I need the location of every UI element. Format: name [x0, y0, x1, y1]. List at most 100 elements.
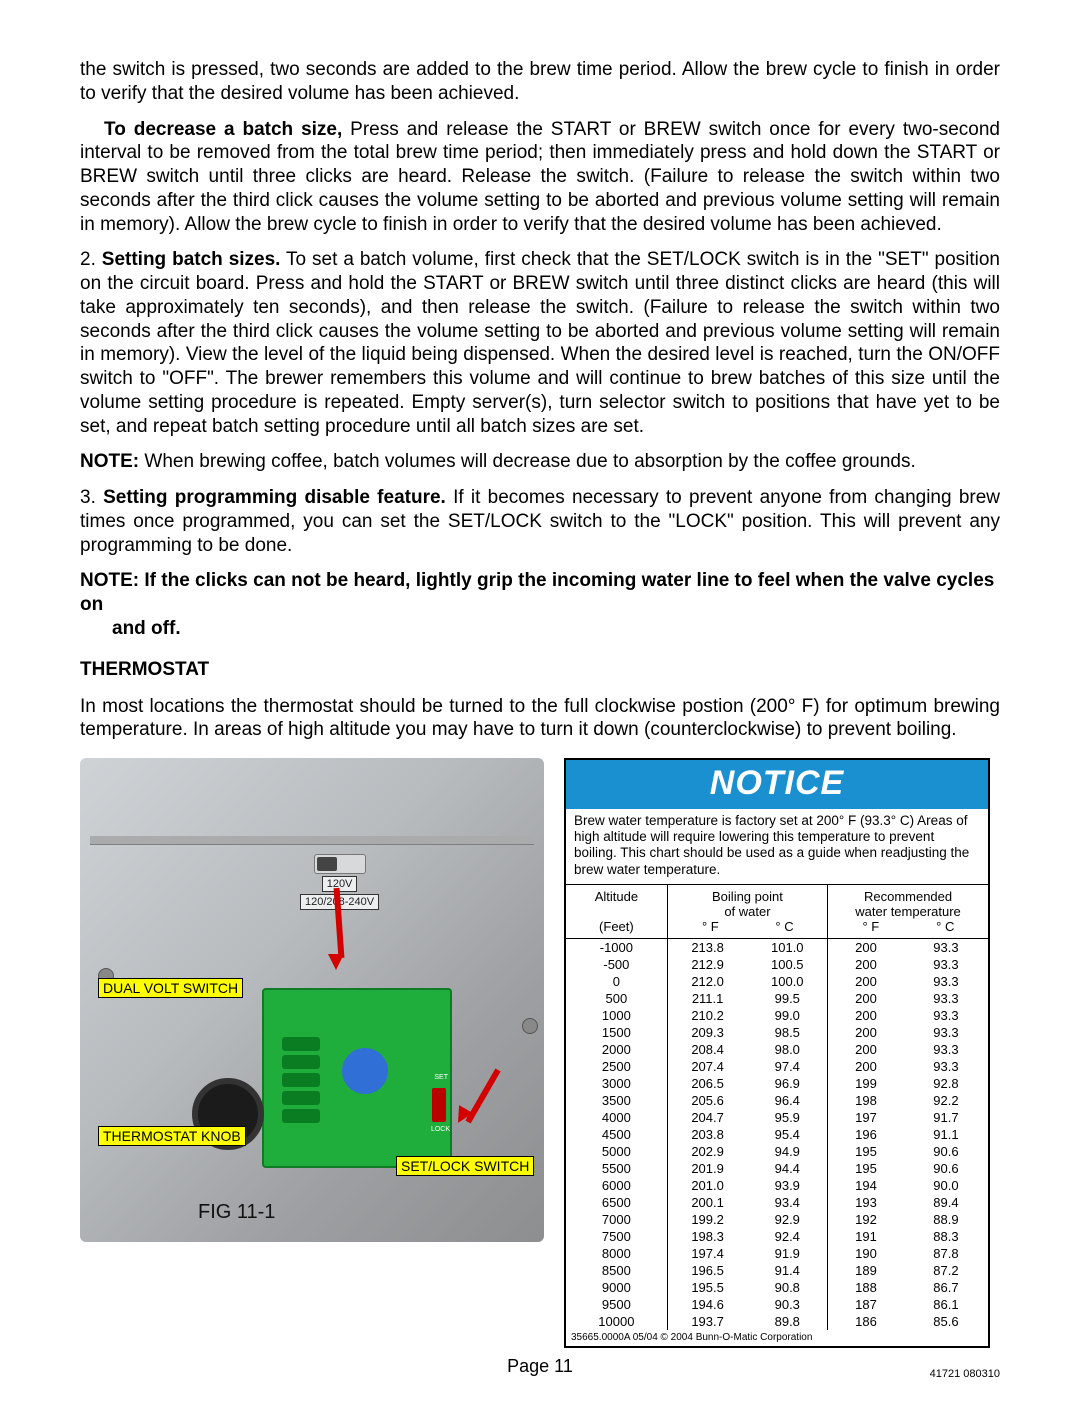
table-cell: 204.7: [667, 1109, 747, 1126]
table-cell: 3000: [566, 1075, 667, 1092]
table-cell: 200: [828, 1024, 904, 1041]
table-cell: 88.3: [904, 1228, 988, 1245]
table-row: 5000202.994.919590.6: [566, 1143, 988, 1160]
doc-id: 41721 080310: [930, 1368, 1000, 1380]
para-3-rest: To set a batch volume, first check that …: [80, 249, 1000, 436]
table-cell: 8500: [566, 1262, 667, 1279]
table-row: 2000208.498.020093.3: [566, 1041, 988, 1058]
thermostat-heading: THERMOSTAT: [80, 659, 1000, 681]
screw-icon: [522, 1018, 538, 1034]
figure-caption: FIG 11-1: [198, 1201, 275, 1224]
table-cell: 96.9: [747, 1075, 827, 1092]
table-cell: 206.5: [667, 1075, 747, 1092]
table-cell: 212.9: [667, 956, 747, 973]
volt-switch-icon: [314, 854, 366, 874]
table-cell: 201.9: [667, 1160, 747, 1177]
table-row: 3000206.596.919992.8: [566, 1075, 988, 1092]
table-cell: 100.0: [747, 973, 827, 990]
table-cell: 93.3: [904, 973, 988, 990]
table-cell: 1000: [566, 1007, 667, 1024]
table-cell: 200: [828, 973, 904, 990]
note-block: NOTE: If the clicks can not be heard, li…: [80, 569, 1000, 640]
table-cell: 203.8: [667, 1126, 747, 1143]
table-cell: 205.6: [667, 1092, 747, 1109]
table-cell: 0: [566, 973, 667, 990]
table-cell: 93.3: [904, 938, 988, 956]
table-cell: 196.5: [667, 1262, 747, 1279]
notice-title: NOTICE: [710, 764, 844, 802]
table-cell: 213.8: [667, 938, 747, 956]
th-bp-f: ° F: [673, 919, 747, 934]
table-cell: 4000: [566, 1109, 667, 1126]
table-cell: 96.4: [747, 1092, 827, 1109]
capacitor-icon: [342, 1048, 388, 1094]
table-cell: 209.3: [667, 1024, 747, 1041]
table-row: 9500194.690.318786.1: [566, 1296, 988, 1313]
para-5-num: 3.: [80, 487, 103, 508]
table-row: 4500203.895.419691.1: [566, 1126, 988, 1143]
table-cell: 97.4: [747, 1058, 827, 1075]
table-cell: 91.1: [904, 1126, 988, 1143]
table-cell: 98.5: [747, 1024, 827, 1041]
table-cell: 194.6: [667, 1296, 747, 1313]
table-cell: 86.1: [904, 1296, 988, 1313]
table-cell: 91.9: [747, 1245, 827, 1262]
table-cell: 101.0: [747, 938, 827, 956]
table-cell: 208.4: [667, 1041, 747, 1058]
th-altitude: Altitude (Feet): [566, 885, 667, 939]
th-rec-f: ° F: [834, 919, 908, 934]
th-boiling: Boiling point of water ° F° C: [667, 885, 827, 939]
table-cell: 200: [828, 938, 904, 956]
table-row: 0212.0100.020093.3: [566, 973, 988, 990]
table-cell: 98.0: [747, 1041, 827, 1058]
page-footer: Page 11 41721 080310: [80, 1356, 1000, 1380]
table-cell: 91.7: [904, 1109, 988, 1126]
table-cell: 90.0: [904, 1177, 988, 1194]
table-cell: 93.9: [747, 1177, 827, 1194]
table-cell: 91.4: [747, 1262, 827, 1279]
table-cell: 8000: [566, 1245, 667, 1262]
setlock-switch-icon: [432, 1088, 446, 1122]
notice-text: Brew water temperature is factory set at…: [566, 809, 988, 885]
page-number: Page 11: [507, 1356, 573, 1377]
table-cell: 202.9: [667, 1143, 747, 1160]
para-4-lead: NOTE:: [80, 451, 139, 472]
table-cell: 200.1: [667, 1194, 747, 1211]
table-cell: 92.9: [747, 1211, 827, 1228]
table-cell: 4500: [566, 1126, 667, 1143]
table-cell: 200: [828, 990, 904, 1007]
table-cell: 2500: [566, 1058, 667, 1075]
th-recommended: Recommended water temperature ° F° C: [828, 885, 988, 939]
table-cell: 500: [566, 990, 667, 1007]
th-rec-1: Recommended: [864, 889, 952, 904]
para-4: NOTE: When brewing coffee, batch volumes…: [80, 450, 1000, 474]
th-alt-1: Altitude: [595, 889, 638, 904]
table-cell: 192: [828, 1211, 904, 1228]
th-alt-2: (Feet): [599, 919, 634, 934]
table-row: 10000193.789.818685.6: [566, 1313, 988, 1330]
table-cell: 195: [828, 1160, 904, 1177]
table-cell: 194: [828, 1177, 904, 1194]
circuit-board-icon: SET LOCK: [262, 988, 452, 1168]
table-row: -500212.9100.520093.3: [566, 956, 988, 973]
table-cell: 187: [828, 1296, 904, 1313]
table-row: 5500201.994.419590.6: [566, 1160, 988, 1177]
table-cell: 200: [828, 956, 904, 973]
table-cell: 93.3: [904, 1024, 988, 1041]
table-cell: 90.6: [904, 1143, 988, 1160]
th-bp-2: of water: [724, 904, 770, 919]
para-3-num: 2.: [80, 249, 102, 270]
table-cell: 210.2: [667, 1007, 747, 1024]
th-bp-1: Boiling point: [712, 889, 783, 904]
table-cell: 212.0: [667, 973, 747, 990]
table-row: 3500205.696.419892.2: [566, 1092, 988, 1109]
table-cell: 186: [828, 1313, 904, 1330]
note-line2: and off.: [80, 617, 1000, 641]
table-row: 8000197.491.919087.8: [566, 1245, 988, 1262]
table-row: 8500196.591.418987.2: [566, 1262, 988, 1279]
table-cell: 92.2: [904, 1092, 988, 1109]
table-row: 7000199.292.919288.9: [566, 1211, 988, 1228]
table-cell: 89.4: [904, 1194, 988, 1211]
label-thermostat-knob: THERMOSTAT KNOB: [98, 1126, 246, 1146]
para-3: 2. Setting batch sizes. To set a batch v…: [80, 248, 1000, 438]
